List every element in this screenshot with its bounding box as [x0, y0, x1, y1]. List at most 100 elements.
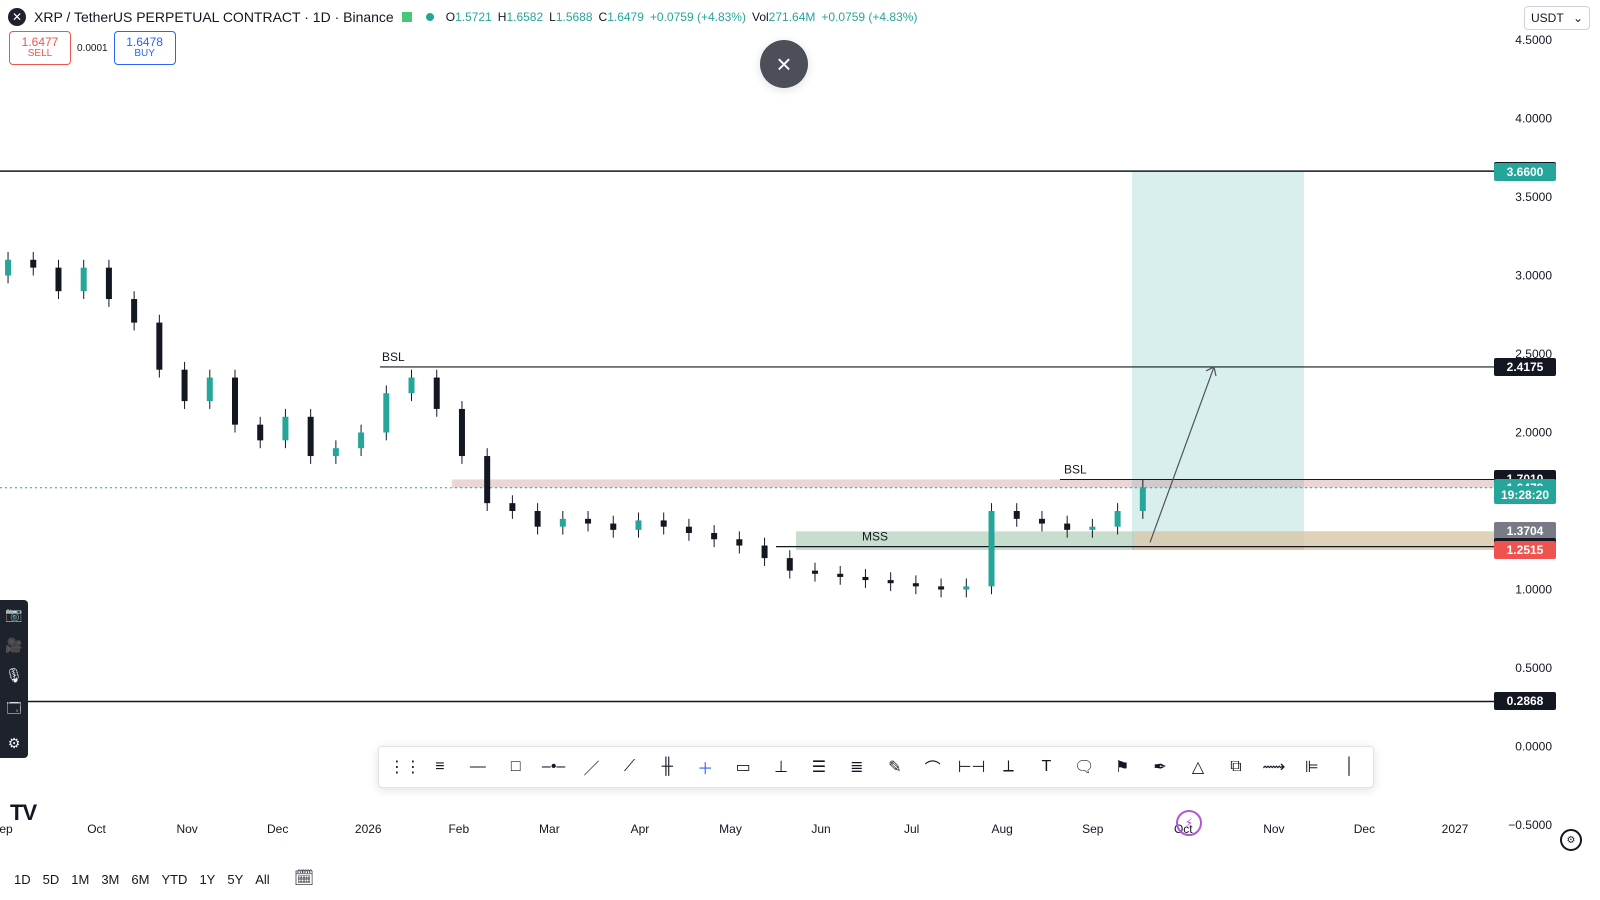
candle-body — [559, 518, 566, 527]
y-tick-label: 3.0000 — [1515, 269, 1552, 283]
triangle-icon[interactable]: △ — [1191, 759, 1205, 776]
period-button[interactable]: 1M — [71, 872, 90, 887]
candle-body — [206, 377, 213, 402]
buy-price: 1.6478 — [126, 35, 163, 50]
pen-icon[interactable]: ✒ — [1153, 759, 1167, 776]
brush-icon[interactable]: ✎ — [888, 759, 902, 776]
y-tick-label: 3.5000 — [1515, 190, 1552, 204]
candle-body — [55, 267, 62, 292]
pitchfork-icon[interactable]: ≡ — [435, 758, 445, 775]
currency-select[interactable]: USDT ⌄ — [1524, 6, 1590, 30]
date-range-icon[interactable]: ⊢⊣ — [957, 759, 986, 776]
candle-body — [408, 377, 415, 394]
candle-body — [1089, 526, 1096, 530]
candle-body — [862, 576, 869, 581]
projection-arrow — [1149, 366, 1215, 543]
candle-body — [131, 299, 138, 323]
candle-body — [458, 408, 465, 457]
x-tick-label: Nov — [1263, 822, 1284, 836]
x-tick-label: Feb — [448, 822, 469, 836]
candle-body — [30, 259, 37, 268]
candle-body — [912, 583, 919, 587]
symbol-icon[interactable]: ✕ — [8, 8, 26, 26]
period-button[interactable]: 1Y — [199, 872, 216, 887]
sell-button[interactable]: 1.6477 SELL — [9, 31, 71, 65]
candle-body — [660, 520, 667, 527]
period-button[interactable]: 5D — [42, 872, 60, 887]
period-button[interactable]: 3M — [101, 872, 120, 887]
x-tick-label: 2027 — [1442, 822, 1469, 836]
x-tick-label: Dec — [267, 822, 288, 836]
text-icon[interactable]: T — [1041, 758, 1052, 775]
candle-body — [761, 545, 768, 559]
horizontal-line-icon[interactable]: — — [469, 758, 486, 775]
vertical-line-icon[interactable]: │ — [1344, 758, 1355, 775]
rectangle-icon[interactable]: □ — [510, 758, 521, 775]
horizontal-ray-icon[interactable]: –•– — [541, 758, 566, 775]
parallel-lines-icon[interactable]: ≣ — [850, 759, 864, 776]
callout-icon[interactable]: ▭ — [735, 759, 751, 776]
y-tick-label: 1.0000 — [1515, 583, 1552, 597]
flag-icon — [401, 12, 412, 22]
supply-zone — [452, 479, 1502, 488]
gear-icon[interactable]: ⚙ — [7, 735, 21, 751]
x-tick-label: Sep — [1082, 822, 1104, 836]
path-icon[interactable]: ⟋ — [623, 758, 636, 775]
left-floating-toolbar: 📷 🎥 🎙 🗔 ⚙ — [0, 600, 28, 758]
period-button[interactable]: 5Y — [227, 872, 244, 887]
price-tag: 1.3704 — [1494, 522, 1556, 541]
period-button[interactable]: All — [255, 872, 270, 887]
zigzag-icon[interactable]: ⟿ — [1262, 759, 1286, 776]
annotation-bsl-1: BSL — [382, 350, 405, 364]
candle-body — [610, 523, 617, 530]
settings-icon[interactable]: ⚙ — [1560, 829, 1582, 851]
drag-handle-icon[interactable]: ⋮⋮ — [389, 759, 421, 776]
comment-icon[interactable]: 🗨 — [1074, 759, 1095, 776]
ruler-icon[interactable]: ⟂ — [1003, 758, 1014, 775]
close-icon[interactable]: × — [760, 40, 808, 88]
camera-icon[interactable]: 📷 — [5, 606, 23, 622]
sell-price: 1.6477 — [21, 35, 59, 50]
curve-icon[interactable]: ⌒ — [924, 761, 941, 778]
candle-body — [534, 511, 541, 527]
x-tick-label: Aug — [992, 822, 1013, 836]
x-tick-label: Mar — [539, 822, 560, 836]
candles-icon[interactable]: ╫ — [661, 758, 674, 775]
period-button[interactable]: YTD — [161, 872, 188, 887]
candle-body — [282, 416, 289, 441]
drawing-toolbar: ⋮⋮ ≡ — □ –•– ／ ⟋ ╫ ＋ ▭ ⊥ ☰ ≣ ✎ ⌒ ⊢⊣ ⟂ T … — [378, 746, 1374, 788]
indicator-icon[interactable]: ⊫ — [1304, 759, 1319, 776]
candle-body — [80, 267, 87, 292]
price-range-icon[interactable]: ⊥ — [774, 759, 789, 776]
annotation-mss: MSS — [862, 530, 888, 544]
buy-button[interactable]: 1.6478 BUY — [113, 31, 176, 65]
lightning-icon[interactable]: ⚡ — [1176, 810, 1202, 836]
candle-body — [181, 369, 188, 402]
candle-body — [711, 532, 718, 540]
calendar-icon[interactable]: 🗓 — [293, 870, 315, 887]
y-tick-label: −0.5000 — [1508, 818, 1552, 832]
fib-icon[interactable]: ⧉ — [1230, 758, 1242, 775]
crosshair-icon[interactable]: ＋ — [697, 761, 714, 778]
text-lines-icon[interactable]: ☰ — [811, 759, 827, 776]
chevron-down-icon: ⌄ — [1572, 11, 1583, 25]
x-tick-label: 2026 — [355, 822, 382, 836]
y-tick-label: 4.5000 — [1515, 33, 1552, 47]
y-tick-label: 0.5000 — [1515, 661, 1552, 675]
period-button[interactable]: 6M — [131, 872, 150, 887]
annotation-bsl-2: BSL — [1064, 462, 1087, 476]
video-icon[interactable]: 🎥 — [5, 636, 23, 653]
trend-line-icon[interactable]: ／ — [583, 761, 600, 778]
candle-body — [887, 580, 894, 584]
flag-icon[interactable]: ⚑ — [1115, 759, 1130, 776]
candle-body — [156, 322, 163, 370]
order-block-zone — [1134, 531, 1502, 551]
sell-label: SELL — [27, 48, 53, 60]
price-tag: 3.6600 — [1494, 162, 1556, 181]
period-button[interactable]: 1D — [14, 872, 31, 887]
price-tag: 19:28:20 — [1494, 486, 1556, 505]
candle-body — [484, 456, 491, 504]
window-icon[interactable]: 🗔 — [6, 699, 22, 716]
microphone-icon[interactable]: 🎙 — [5, 667, 23, 683]
